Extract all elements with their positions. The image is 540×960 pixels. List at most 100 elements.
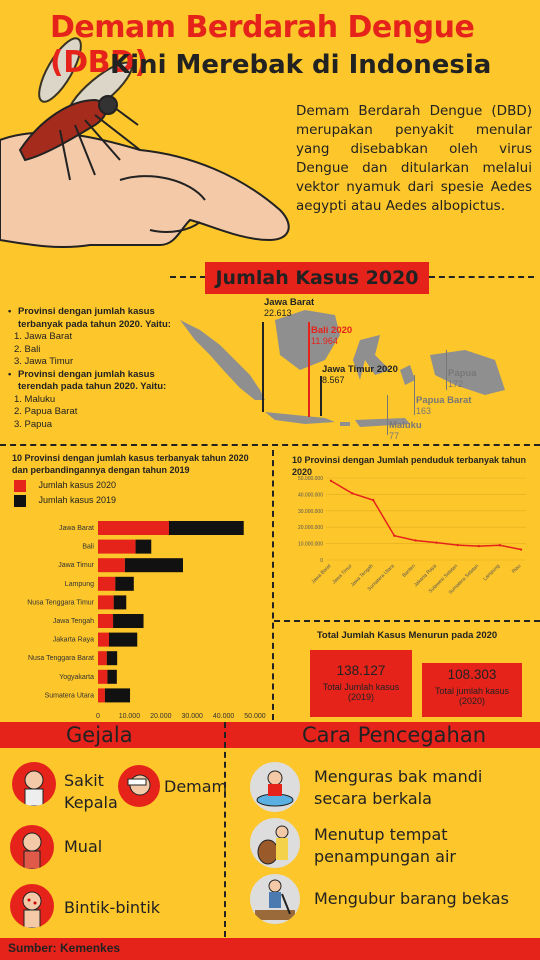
lowest-intro: Provinsi dengan jumlah kasus terendah pa…	[8, 369, 178, 394]
lowest-item: 1. Maluku	[8, 394, 178, 407]
bar-2019	[115, 577, 134, 591]
map-label-jawa-barat: Jawa Barat 22.613	[264, 297, 314, 318]
bar-category-label: Nusa Tenggara Timur	[27, 599, 94, 606]
map-label-jawa-timur: Jawa Timur 2020 8.567	[322, 364, 398, 385]
line-y-tick: 0	[320, 558, 323, 564]
prevention-menutup: Menutup tempat penampungan air	[314, 824, 494, 868]
prevention-menguras: Menguras bak mandi secara berkala	[314, 766, 494, 810]
bar-2019	[125, 558, 183, 572]
line-point	[435, 541, 437, 543]
line-point	[414, 539, 416, 541]
line-point	[456, 544, 458, 546]
map-label-value: 22.613	[264, 308, 292, 318]
totals-title: Total Jumlah Kasus Menurun pada 2020	[276, 630, 538, 641]
bar-category-label: Jawa Barat	[59, 525, 94, 532]
divider-left	[170, 276, 206, 278]
symptom-demam: Demam	[164, 776, 227, 798]
map-label-name: Papua Barat	[416, 395, 471, 406]
bar-2020	[98, 558, 125, 572]
legend-swatch-2020	[14, 480, 26, 492]
line-y-tick: 20.000.000	[298, 525, 323, 531]
map-label-value: 11.964	[311, 336, 338, 346]
bar-2020	[98, 670, 107, 684]
bar-category-label: Lampung	[65, 581, 94, 588]
lowest-item: 2. Papua Barat	[8, 406, 178, 419]
line-series	[331, 481, 521, 550]
map-label-name: Maluku	[389, 420, 422, 431]
legend-label-2020: Jumlah kasus 2020	[39, 480, 117, 490]
bar-2020	[98, 633, 109, 647]
bar-2019	[136, 540, 152, 554]
cover-water-icon	[250, 818, 300, 868]
bar-chart: Jawa Barat Bali Jawa Timur Lampung Nusa Teng…	[0, 512, 272, 722]
bar-2020	[98, 595, 114, 609]
line-point	[393, 535, 395, 537]
gejala-title: Gejala	[66, 723, 133, 747]
map-label-name: Jawa Timur 2020	[322, 364, 398, 375]
bar-2019	[113, 614, 143, 628]
bar-x-tick: 0	[96, 713, 100, 720]
bar-legend-2019: Jumlah kasus 2019	[14, 495, 116, 507]
map-label-value: 163	[416, 406, 431, 416]
divider-charts-vertical	[272, 450, 274, 720]
map-label-value: 77	[389, 431, 399, 441]
line-point	[499, 544, 501, 546]
bar-2019	[114, 595, 127, 609]
bar-2020	[98, 651, 107, 665]
map-label-value: 172	[448, 379, 463, 389]
line-y-tick: 40.000.000	[298, 492, 323, 498]
map-label-name: Papua	[448, 368, 477, 379]
highest-intro: Provinsi dengan jumlah kasus terbanyak p…	[8, 306, 178, 331]
nausea-icon	[10, 825, 54, 869]
divider-totals	[274, 620, 540, 622]
map-label-name: Bali 2020	[311, 325, 352, 336]
line-y-tick: 10.000.000	[298, 542, 323, 548]
callout-papua-line	[446, 350, 447, 390]
line-point	[520, 548, 522, 550]
map-label-bali: Bali 2020 11.964	[311, 325, 352, 346]
total-2019-year: (2019)	[310, 692, 412, 702]
line-chart: 50.000.000 40.000.000 30.000.000 20.000.000…	[276, 470, 538, 615]
page-subtitle: Kini Merebak di Indonesia	[110, 50, 491, 80]
bar-2020	[98, 540, 136, 554]
headache-icon	[12, 762, 56, 806]
total-2019-box: 138.127 Total Jumlah kasus (2019)	[310, 650, 412, 717]
bar-2019	[169, 521, 244, 535]
total-2020-year: (2020)	[422, 696, 522, 706]
legend-swatch-2019	[14, 495, 26, 507]
cases-2020-banner: Jumlah Kasus 2020	[205, 262, 429, 294]
fever-icon	[118, 765, 160, 807]
bar-category-label: Bali	[82, 544, 94, 551]
divider-right	[429, 276, 534, 278]
bar-x-tick: 10.000	[119, 713, 141, 720]
rash-icon	[10, 884, 54, 928]
bar-x-tick: 50.000	[244, 713, 266, 720]
line-point	[478, 545, 480, 547]
map-label-papua-barat: Papua Barat 163	[416, 395, 471, 416]
bar-chart-title: 10 Provinsi dengan jumlah kasus terbanya…	[12, 452, 264, 476]
bar-category-label: Nusa Tenggara Barat	[28, 655, 94, 662]
source-text: Sumber: Kemenkes	[8, 941, 120, 955]
bar-x-tick: 30.000	[181, 713, 203, 720]
bar-2020	[98, 577, 115, 591]
bar-x-tick: 20.000	[150, 713, 172, 720]
callout-jawa-barat-line	[262, 322, 264, 412]
highest-item: 1. Jawa Barat	[8, 331, 178, 344]
bar-category-label: Yogyakarta	[59, 674, 94, 681]
symptom-mual: Mual	[64, 836, 102, 858]
province-list: Provinsi dengan jumlah kasus terbanyak p…	[8, 306, 178, 431]
symptom-bintik: Bintik-bintik	[64, 897, 160, 919]
line-x-tick: Banten	[401, 563, 417, 579]
highest-item: 3. Jawa Timur	[8, 356, 178, 369]
callout-maluku-line	[387, 395, 388, 435]
bar-2019	[107, 670, 116, 684]
bar-2020	[98, 614, 113, 628]
line-point	[351, 492, 353, 494]
legend-label-2019: Jumlah kasus 2019	[39, 495, 117, 505]
line-x-tick: Riau	[511, 563, 523, 575]
bar-2020	[98, 521, 169, 535]
line-point	[372, 499, 374, 501]
line-x-tick: Lampung	[482, 563, 501, 582]
bar-2019	[105, 688, 130, 702]
prevention-mengubur: Mengubur barang bekas	[314, 888, 514, 910]
